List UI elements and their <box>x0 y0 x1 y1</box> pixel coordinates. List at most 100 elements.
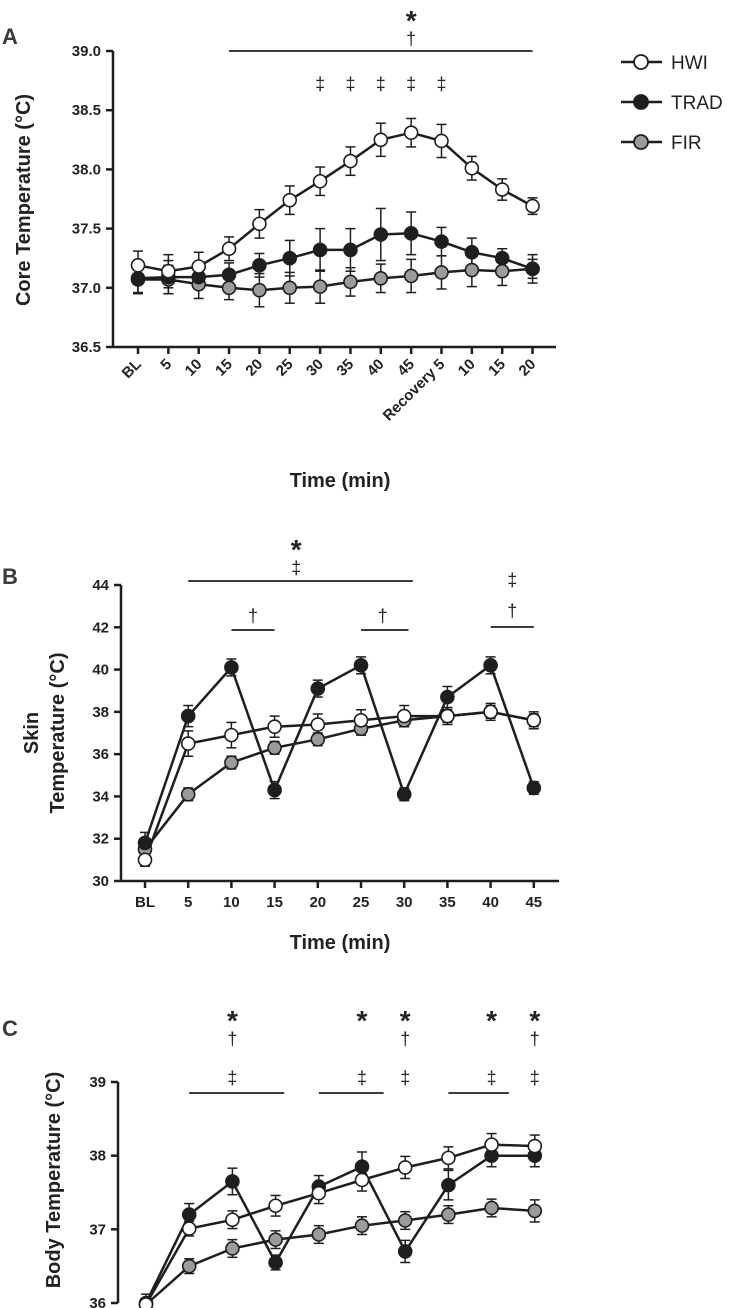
panel-a-data-point-fir <box>312 279 328 294</box>
panel-a-y-tick-label: 38.5 <box>72 102 101 119</box>
panel-c-series-line-fir <box>145 1206 535 1306</box>
panel-a-data-point-trad <box>525 261 540 277</box>
panel-a-data-point-fir <box>373 271 389 286</box>
panel-c-significance-mark: ‡ <box>487 1068 497 1088</box>
panel-c-data-point-hwi <box>138 1297 154 1308</box>
panel-b-x-tick-label: 25 <box>353 894 370 911</box>
panel-b-y-tick-label: 40 <box>92 662 109 679</box>
panel-a-y-tick-label: 37.5 <box>72 221 101 238</box>
panel-a-data-point-fir <box>403 268 419 284</box>
panel-c-data-point-trad <box>181 1207 197 1222</box>
panel-a-data-point-trad <box>282 250 298 266</box>
legend-item-trad: TRAD <box>621 93 723 114</box>
panel-a-x-tick-label: 25 <box>273 356 297 380</box>
panel-b-data-point-trad <box>440 689 455 705</box>
panel-c-significance-mark: † <box>530 1029 540 1049</box>
panel-letter-b: B <box>2 564 18 589</box>
panel-b-x-axis-title: Time (min) <box>290 932 391 954</box>
panel-c-significance-mark: ‡ <box>357 1068 367 1088</box>
panel-a-data-point-hwi <box>525 198 540 214</box>
panel-a-significance-mark: ‡ <box>406 74 416 94</box>
panel-a-y-tick-label: 37.0 <box>72 280 101 297</box>
panel-b-x-tick-label: 45 <box>525 894 542 911</box>
legend-marker-fir <box>633 134 649 150</box>
panel-c-y-axis-title: Body Temperature (°C) <box>43 1072 65 1289</box>
panel-b-significance-mark: ‡ <box>291 558 301 578</box>
panel-a-significance-mark: ‡ <box>315 74 325 94</box>
panel-a-data-point-hwi <box>494 182 510 197</box>
panel-b-y-tick-label: 34 <box>92 788 109 805</box>
panel-b-data-point-hwi <box>224 727 239 743</box>
panel-c-significance-star: * <box>400 1005 411 1036</box>
panel-b-x-tick-label: 5 <box>184 894 192 911</box>
legend-item-hwi: HWI <box>621 53 708 74</box>
panel-b-data-point-hwi <box>440 708 455 724</box>
panel-c-significance-star: * <box>529 1005 540 1036</box>
panel-b-data-point-trad <box>267 782 282 798</box>
panel-b-series-line-trad <box>143 664 535 844</box>
panel-c-data-point-trad <box>354 1159 370 1175</box>
panel-b-x-tick-label: BL <box>135 894 155 911</box>
panel-b-data-point-fir <box>180 787 196 802</box>
legend-label-hwi: HWI <box>671 53 708 74</box>
panel-a-data-point-hwi <box>464 160 480 176</box>
panel-b-x-tick-label: 10 <box>223 894 240 911</box>
panel-b-data-point-fir <box>224 755 239 770</box>
panel-c-data-point-fir <box>225 1241 240 1256</box>
panel-c-y-tick-label: 38 <box>89 1148 106 1165</box>
panel-c-data-point-fir <box>397 1213 413 1228</box>
legend: HWI TRAD FIR <box>621 53 723 154</box>
panel-a-data-point-fir <box>434 265 449 280</box>
panel-b-data-point-trad <box>396 787 412 802</box>
panel-a-x-tick-label: 45 <box>394 356 418 380</box>
panel-a-y-axis-title: Core Temperature (°C) <box>13 94 35 306</box>
panel-b-data-point-trad <box>137 835 153 851</box>
panel-b-y-axis-title: Skin Temperature (°C) <box>21 653 69 814</box>
panel-a-x-tick-label: BL <box>119 356 145 382</box>
panel-a-data-point-hwi <box>282 192 298 208</box>
panel-b-data-point-hwi <box>483 704 498 720</box>
panel-a-data-point-trad <box>130 271 146 286</box>
panel-a-significance-mark: ‡ <box>436 74 446 94</box>
legend-marker-trad <box>633 94 649 110</box>
panel-a-y-tick-label: 39.0 <box>72 43 101 60</box>
panel-a-significance-mark: ‡ <box>345 74 355 94</box>
panel-b-significance-mark: † <box>378 606 388 626</box>
panel-b-data-point-trad <box>483 658 498 673</box>
panel-c-significance-mark: ‡ <box>400 1068 410 1088</box>
panel-c-significance-star: * <box>227 1005 238 1036</box>
panel-a-data-point-hwi <box>373 132 389 148</box>
panel-c-y-tick-label: 37 <box>89 1221 106 1238</box>
panel-c-data-point-trad <box>225 1174 240 1189</box>
panel-a-data-point-fir <box>282 280 298 296</box>
panel-a-x-tick-label: 10 <box>182 356 206 380</box>
panel-b-y-tick-label: 42 <box>92 619 109 636</box>
panel-letter-a: A <box>2 24 18 49</box>
panel-b-data-point-hwi <box>310 717 326 732</box>
panel-a: 36.537.037.538.038.539.0BL 5 10 15 20 25 30 35 4… <box>13 5 556 492</box>
panel-c-significance-star: * <box>357 1005 368 1036</box>
panel-a-x-axis-title: Time (min) <box>290 470 391 492</box>
panel-b-y-tick-label: 32 <box>92 831 109 848</box>
panel-c-data-point-hwi <box>225 1212 240 1228</box>
panel-b-significance-mark: ‡ <box>507 570 517 590</box>
panel-b-significance-mark: † <box>507 601 517 621</box>
panel-b-data-point-trad <box>526 780 542 796</box>
panel-c-data-point-hwi <box>397 1160 413 1175</box>
panel-a-data-point-fir <box>221 280 237 296</box>
panel-c-data-point-fir <box>484 1200 499 1216</box>
panel-b-data-point-hwi <box>396 708 412 724</box>
panel-c-significance-mark: ‡ <box>530 1068 540 1088</box>
panel-a-x-tick-label: 20 <box>516 356 540 380</box>
panel-b-x-tick-label: 20 <box>309 894 326 911</box>
legend-label-trad: TRAD <box>671 93 723 114</box>
panel-a-data-point-trad <box>434 234 449 249</box>
panel-c-data-point-hwi <box>311 1185 327 1201</box>
panel-b-data-point-hwi <box>353 713 369 728</box>
panel-b-data-point-hwi <box>526 713 542 728</box>
panel-b-y-axis-title-line: Temperature (°C) <box>47 653 69 814</box>
panel-b-y-tick-label: 38 <box>92 704 109 721</box>
panel-c-y-tick-label: 36 <box>89 1295 106 1308</box>
panel-a-x-tick-label: 40 <box>364 356 388 380</box>
panel-b-data-point-fir <box>310 732 326 747</box>
